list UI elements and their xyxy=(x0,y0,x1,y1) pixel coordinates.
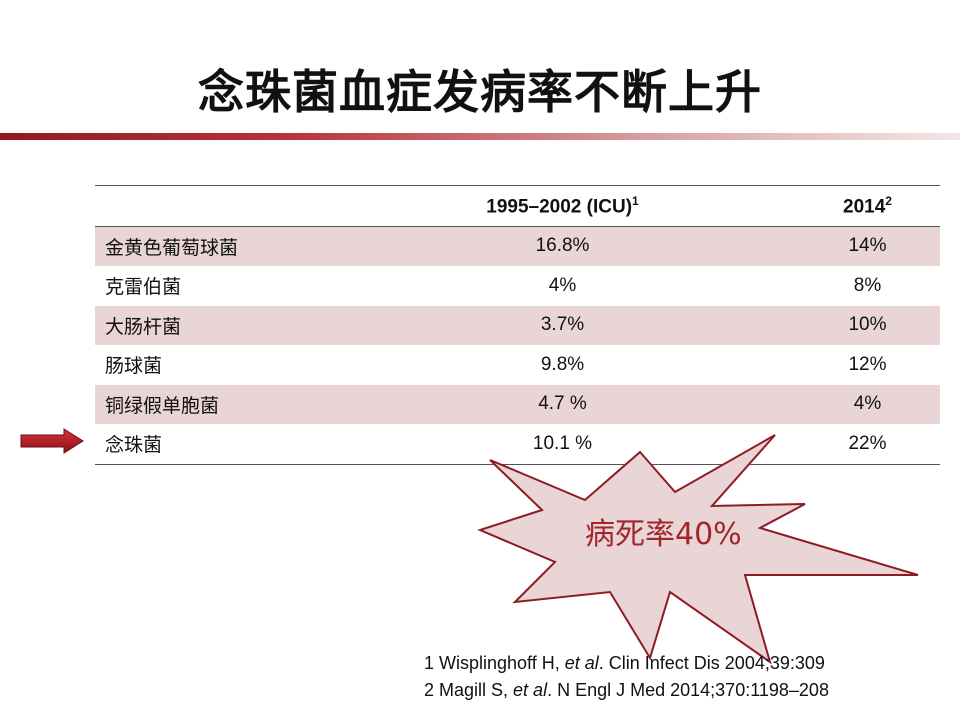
value-period-1: 4% xyxy=(548,274,577,296)
references: 1 Wisplinghoff H, et al. Clin Infect Dis… xyxy=(424,650,829,704)
value-period-1: 9.8% xyxy=(540,353,585,375)
reference-2: 2 Magill S, et al. N Engl J Med 2014;370… xyxy=(424,680,829,700)
table-row: 大肠杆菌 3.7% 10% xyxy=(95,305,940,345)
pathogen-name: 肠球菌 xyxy=(105,355,163,378)
table-row: 肠球菌 9.8% 12% xyxy=(95,345,940,385)
value-period-2: 22% xyxy=(848,432,887,454)
header-period-2: 20142 xyxy=(843,193,892,217)
table-row: 铜绿假单胞菌 4.7 % 4% xyxy=(95,384,940,424)
slide-title: 念珠菌血症发病率不断上升 xyxy=(198,65,762,119)
value-period-1: 10.1 % xyxy=(532,432,593,454)
value-period-2: 14% xyxy=(795,226,940,266)
value-period-2: 4% xyxy=(795,384,940,424)
pathogen-name: 金黄色葡萄球菌 xyxy=(95,226,330,266)
value-period-1: 16.8% xyxy=(330,226,795,266)
mortality-callout-text: 病死率40% xyxy=(585,517,742,552)
value-period-1: 4.7 % xyxy=(330,384,795,424)
value-period-2: 12% xyxy=(848,353,887,375)
title-divider xyxy=(0,133,960,140)
value-period-1: 3.7% xyxy=(330,305,795,345)
table-row: 克雷伯菌 4% 8% xyxy=(95,266,940,306)
reference-1: 1 Wisplinghoff H, et al. Clin Infect Dis… xyxy=(424,653,825,673)
pathogen-name: 大肠杆菌 xyxy=(95,305,330,345)
value-period-2: 8% xyxy=(853,274,882,296)
header-empty xyxy=(95,186,330,227)
table-row: 金黄色葡萄球菌 16.8% 14% xyxy=(95,226,940,266)
highlight-arrow-icon xyxy=(20,428,84,454)
table-row-highlighted: 念珠菌 10.1 % 22% xyxy=(95,424,940,464)
pathogen-name: 念珠菌 xyxy=(105,434,163,457)
header-period-1: 1995–2002 (ICU)1 xyxy=(486,193,639,217)
value-period-2: 10% xyxy=(795,305,940,345)
table-header-row: 1995–2002 (ICU)1 20142 xyxy=(95,185,940,227)
pathogen-name: 克雷伯菌 xyxy=(105,276,182,299)
incidence-table: 1995–2002 (ICU)1 20142 金黄色葡萄球菌 16.8% 14%… xyxy=(95,185,940,465)
pathogen-name: 铜绿假单胞菌 xyxy=(95,384,330,424)
